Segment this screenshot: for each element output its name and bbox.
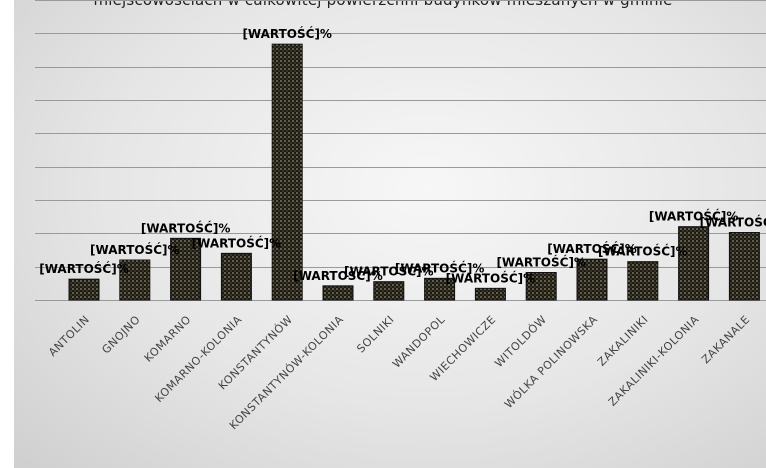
bar-komarno bbox=[170, 237, 202, 301]
bar-konstantynów-kolonia bbox=[322, 285, 354, 301]
data-label: [WARTOŚĆ]% bbox=[700, 215, 766, 230]
data-label: [WARTOŚĆ]% bbox=[344, 264, 434, 279]
data-label: [WARTOŚĆ]% bbox=[192, 235, 282, 250]
bar-antolin bbox=[68, 278, 100, 301]
bar-komarno-kolonia bbox=[220, 252, 252, 301]
x-tick-label: WITOLDÓW bbox=[492, 313, 549, 370]
bar-konstantynów bbox=[271, 43, 303, 301]
bar-wólka-polinowska bbox=[576, 258, 608, 301]
data-label: [WARTOŚĆ]% bbox=[293, 268, 383, 283]
x-tick-label: ANTOLIN bbox=[46, 313, 92, 359]
x-tick-label: ZAKANALE bbox=[699, 313, 752, 366]
bar-solniki bbox=[373, 281, 405, 301]
data-label: [WARTOŚĆ]% bbox=[90, 242, 180, 257]
bar-zakaliniki bbox=[627, 261, 659, 301]
x-tick-label: SOLNIKI bbox=[354, 313, 397, 356]
data-label: [WARTOŚĆ]% bbox=[141, 220, 231, 235]
data-label: [WARTOŚĆ]% bbox=[649, 209, 739, 224]
data-label: [WARTOŚĆ]% bbox=[446, 270, 536, 285]
data-label: [WARTOŚĆ]% bbox=[242, 26, 332, 41]
data-label: [WARTOŚĆ]% bbox=[547, 241, 637, 256]
x-tick-label: KOMARNO bbox=[142, 313, 194, 365]
x-tick-label: KOMARNO-KOLONIA bbox=[152, 313, 244, 405]
bar-zakanale bbox=[728, 232, 760, 301]
bar-wandopol bbox=[424, 277, 456, 301]
bar-witoldów bbox=[525, 272, 557, 301]
data-label: [WARTOŚĆ]% bbox=[496, 255, 586, 270]
x-tick-label: GNOJNO bbox=[99, 313, 143, 357]
x-tick-label: ZAKALINIKI-KOLONIA bbox=[606, 313, 702, 409]
bar-wiechowicze bbox=[474, 287, 506, 301]
data-label: [WARTOŚĆ]% bbox=[598, 244, 688, 259]
x-tick-label: ZAKALINIKI bbox=[595, 313, 651, 369]
bar-zakaliniki-kolonia bbox=[678, 226, 710, 301]
bar-gnojno bbox=[119, 259, 151, 301]
x-tick-label: WÓLKA POLINOWSKA bbox=[502, 313, 600, 411]
data-label: [WARTOŚĆ]% bbox=[39, 261, 129, 276]
chart-title: miejscowościach w całkowitej powierzchni… bbox=[93, 0, 673, 9]
data-label: [WARTOŚĆ]% bbox=[395, 260, 485, 275]
